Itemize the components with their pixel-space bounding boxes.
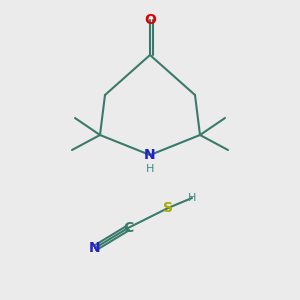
- Text: N: N: [89, 241, 101, 255]
- Text: H: H: [188, 193, 196, 203]
- Text: S: S: [163, 201, 173, 215]
- Text: O: O: [144, 13, 156, 27]
- Text: N: N: [144, 148, 156, 162]
- Text: H: H: [146, 164, 154, 174]
- Text: C: C: [123, 221, 133, 235]
